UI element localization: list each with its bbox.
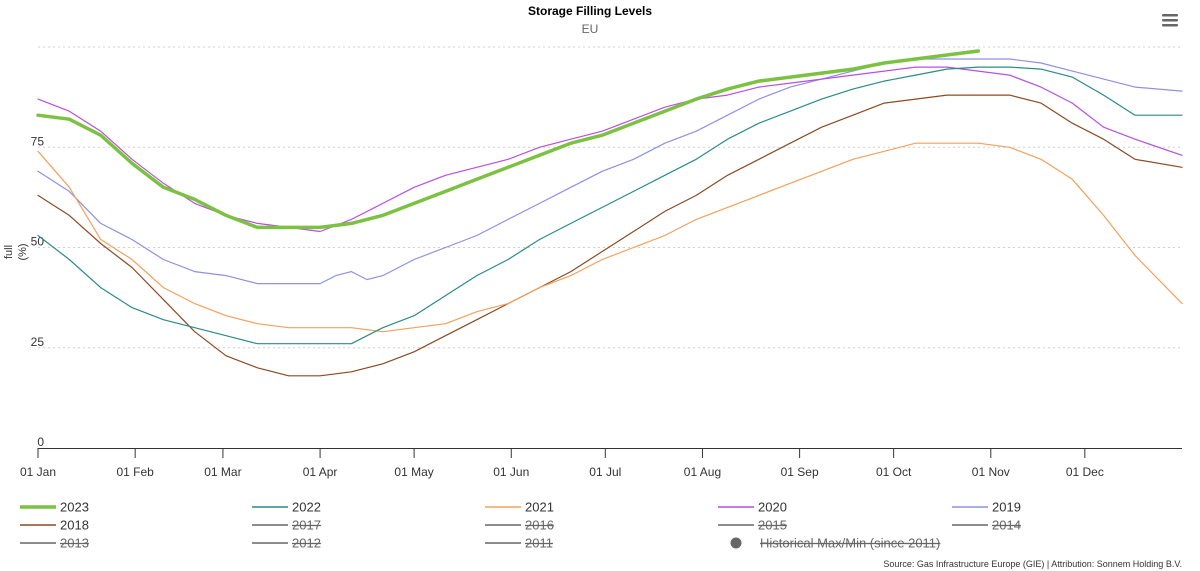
x-tick-label: 01 Jun [493,465,529,479]
legend-label: 2022 [292,500,321,515]
legend-label: 2018 [60,518,89,533]
x-tick-label: 01 Oct [876,465,912,479]
x-tick-label: 01 Aug [684,465,721,479]
x-tick-label: 01 Apr [303,465,338,479]
legend-item-2018[interactable]: 2018 [20,518,89,533]
legend-item-historical-range[interactable]: Historical Max/Min (since 2011) [730,536,941,551]
series-line-2021[interactable] [37,142,1183,333]
legend-label: Historical Max/Min (since 2011) [760,536,940,551]
chart-subtitle: EU [582,22,599,36]
chart-menu-icon[interactable] [1158,8,1184,32]
x-tick-label: 01 Nov [972,465,1010,479]
legend-label: 2019 [992,500,1021,515]
y-axis-label-full: full [3,245,15,259]
x-tick-label: 01 May [394,465,433,479]
x-tick-label: 01 Sep [781,465,819,479]
legend-label: 2013 [60,536,89,551]
legend-label: 2014 [992,518,1021,533]
y-tick-label: 75 [31,134,45,148]
legend-item-2020[interactable]: 2020 [718,500,787,515]
legend-label: 2023 [60,500,89,515]
legend-label: 2012 [292,536,321,551]
series-line-2019[interactable] [37,58,1183,285]
y-axis-label-unit: (%) [17,243,29,260]
y-tick-label: 50 [31,235,45,249]
legend-item-2021[interactable]: 2021 [485,500,554,515]
legend-label: 2020 [758,500,787,515]
y-axis-ticks: 0 25 50 75 [31,134,45,449]
grid-lines [38,46,1182,349]
legend-item-2023[interactable]: 2023 [20,500,89,515]
y-tick-label: 25 [31,335,45,349]
legend-item-2019[interactable]: 2019 [952,500,1021,515]
x-tick-label: 01 Feb [116,465,154,479]
legend-range-marker [730,537,742,549]
x-axis: 01 Jan 01 Feb 01 Mar 01 Apr 01 May 01 Jun 01 J… [20,448,1182,479]
legend: 2023 2022 2021 2020 2019 2018 2017 2016 2015 2014… [20,500,1021,551]
legend-item-2011[interactable]: 2011 [485,536,553,551]
series-line-2022[interactable] [37,66,1183,345]
legend-item-2017[interactable]: 2017 [252,518,321,533]
series-line-2018[interactable] [37,94,1183,377]
chart-title: Storage Filling Levels [528,4,652,18]
x-tick-label: 01 Jan [20,465,56,479]
legend-item-2015[interactable]: 2015 [718,518,787,533]
y-tick-label: 0 [37,435,44,449]
legend-label: 2011 [525,536,553,551]
legend-label: 2015 [758,518,787,533]
series-line-2023[interactable] [36,49,981,230]
legend-label: 2016 [525,518,554,533]
legend-item-2022[interactable]: 2022 [252,500,321,515]
x-tick-label: 01 Mar [204,465,241,479]
source-credit: Source: Gas Infrastructure Europe (GIE) … [883,559,1182,569]
x-tick-label: 01 Jul [589,465,621,479]
legend-label: 2021 [525,500,554,515]
legend-item-2014[interactable]: 2014 [952,518,1021,533]
legend-item-2012[interactable]: 2012 [252,536,321,551]
x-tick-label: 01 Dec [1066,465,1104,479]
legend-item-2016[interactable]: 2016 [485,518,554,533]
legend-item-2013[interactable]: 2013 [20,536,89,551]
legend-label: 2017 [292,518,321,533]
series-lines [36,49,1183,377]
